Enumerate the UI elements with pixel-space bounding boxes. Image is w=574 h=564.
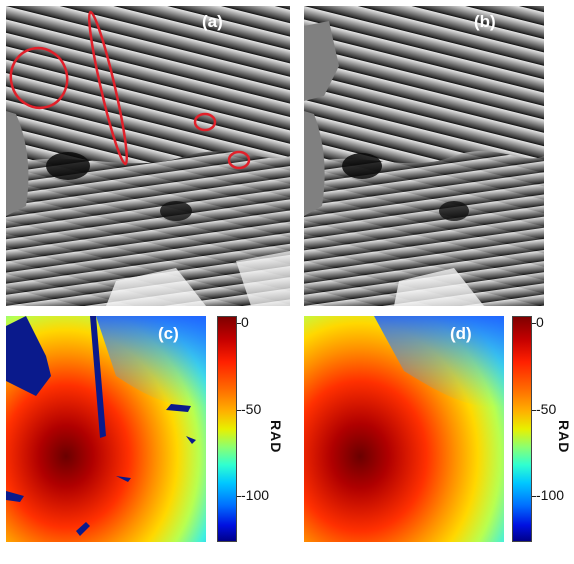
highlight-ellipse-left [9, 46, 69, 110]
colorbar-c-unit: RAD [268, 420, 284, 454]
panel-b-wrapped-phase: (b) [304, 6, 544, 306]
artifact-stripe [90, 316, 106, 438]
panel-d-label: (d) [450, 324, 472, 343]
panel-b-image [304, 6, 544, 306]
panel-a-wrapped-phase: (a) [6, 6, 290, 306]
colorbar-c-tick-100: -100 [241, 487, 270, 503]
panel-a-label: (a) [202, 12, 223, 31]
panel-a-image [6, 6, 290, 306]
colorbar-gradient [217, 316, 237, 542]
mask-region-top [304, 21, 339, 101]
panel-c-label: (c) [158, 324, 179, 343]
highlight-ellipse-long [87, 10, 129, 166]
panel-c-image [6, 316, 206, 542]
colorbar-c-tick-0: 0 [241, 314, 249, 330]
mask-region [6, 111, 29, 216]
colorbar-d-tick-100: -100 [536, 487, 565, 503]
highlight-ellipse-small-2 [227, 150, 251, 170]
colorbar-d-unit: RAD [556, 420, 572, 454]
colorbar-c [217, 316, 237, 542]
colorbar-d [512, 316, 532, 542]
panel-b-label: (b) [474, 12, 496, 31]
panel-d-image [304, 316, 504, 542]
colorbar-d-tick-0: 0 [536, 314, 544, 330]
mask-region [304, 111, 325, 216]
colorbar-c-tick-50: -50 [241, 401, 262, 417]
artifact-mask [6, 316, 51, 396]
panel-c-unwrapped-phase: (c) [6, 316, 206, 542]
panel-d-unwrapped-phase: (d) [304, 316, 504, 542]
colorbar-d-tick-50: -50 [536, 401, 557, 417]
colorbar-gradient [512, 316, 532, 542]
highlight-ellipse-small-1 [193, 112, 217, 132]
